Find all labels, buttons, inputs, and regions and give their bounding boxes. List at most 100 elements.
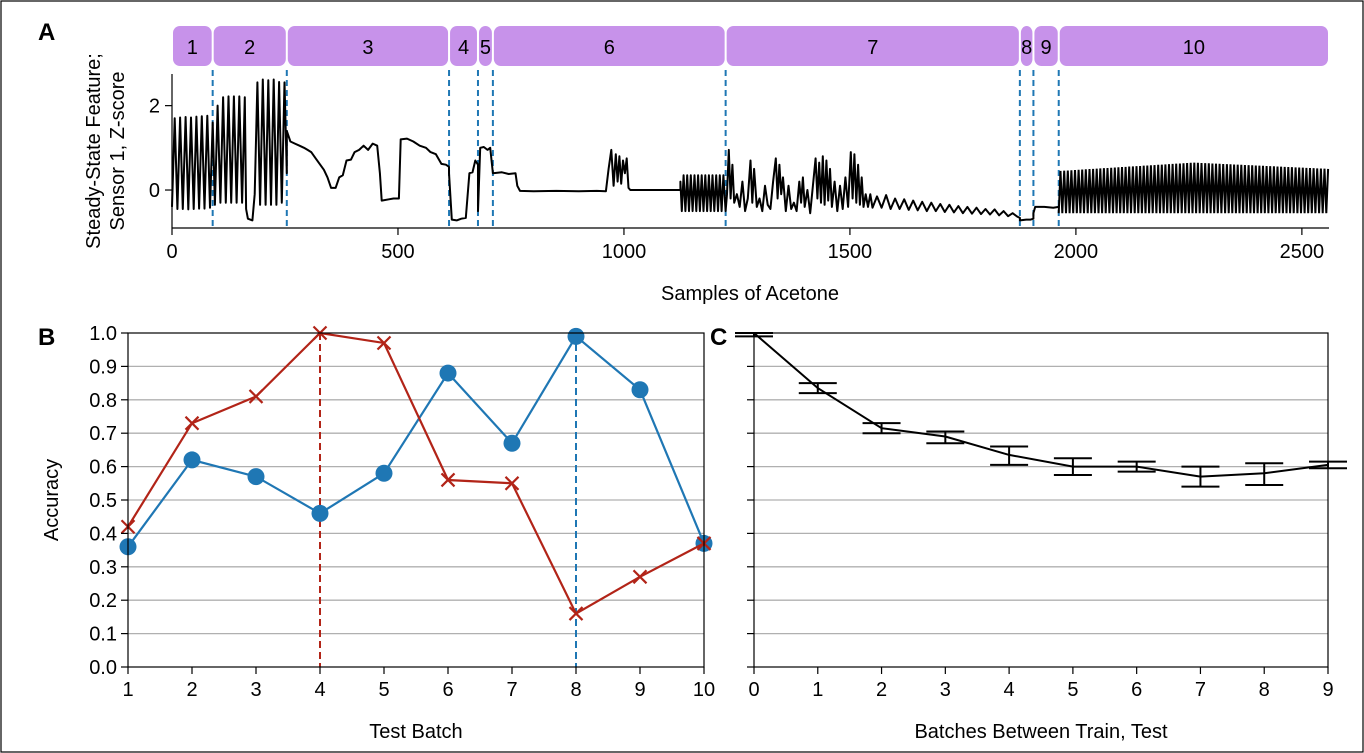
panel-a-y-label-line2: Sensor 1, Z-score bbox=[107, 72, 129, 231]
panel-b-y-ticks: 0.0 0.1 0.2 0.3 0.4 0.5 0.6 0.7 0.8 0.9 1.0 bbox=[89, 323, 128, 679]
batch-band-4 bbox=[450, 26, 477, 66]
panel-b-x-tick-label-8: 8 bbox=[570, 679, 581, 701]
series-1-point-2 bbox=[183, 451, 201, 469]
panel-c-x-tick-label-4: 4 bbox=[1004, 679, 1015, 701]
panel-c-y-ticks bbox=[747, 332, 754, 668]
panel-b-y-tick-label-5: 0.5 bbox=[89, 490, 117, 512]
panel-c-x-tick-label-3: 3 bbox=[940, 679, 951, 701]
batch-label-1: 1 bbox=[187, 37, 198, 59]
panel-b-y-tick-label-10: 1.0 bbox=[89, 323, 117, 345]
panel-a: A 1 2 3 4 5 6 7 8 9 10 0 500 1000 1500 2000 2500 02 Sa… bbox=[38, 19, 1330, 305]
batch-band-7 bbox=[726, 26, 1019, 66]
panel-b-x-label: Test Batch bbox=[369, 721, 462, 743]
panel-a-y-tick-label-0: 0 bbox=[149, 180, 160, 202]
series-2-point-3 bbox=[248, 389, 264, 404]
batch-label-5: 5 bbox=[480, 37, 491, 59]
panel-c-x-tick-label-8: 8 bbox=[1259, 679, 1270, 701]
panel-c-x-tick-label-7: 7 bbox=[1195, 679, 1206, 701]
panel-b-x-tick-label-9: 9 bbox=[634, 679, 645, 701]
batch-label-3: 3 bbox=[362, 37, 373, 59]
series-1-point-4 bbox=[311, 504, 329, 522]
series-2-point-2 bbox=[184, 415, 200, 431]
panel-a-y-label-line1: Steady-State Feature; bbox=[83, 53, 105, 249]
panel-a-y-tick-label-2: 2 bbox=[149, 96, 160, 118]
panel-b-x-tick-label-1: 1 bbox=[122, 679, 133, 701]
panel-b-y-label: Accuracy bbox=[41, 459, 63, 541]
series-1-point-6 bbox=[439, 364, 457, 382]
panel-c-letter: C bbox=[710, 324, 727, 351]
panel-c-x-tick-label-2: 2 bbox=[876, 679, 887, 701]
panel-c: C 0 1 2 3 4 5 6 7 8 9 Batches Between Train, Test bbox=[710, 324, 1347, 743]
panel-c-x-label: Batches Between Train, Test bbox=[914, 721, 1168, 743]
series-1-point-7 bbox=[503, 434, 521, 452]
panel-b-x-ticks: 1 2 3 4 5 6 7 8 9 10 bbox=[122, 667, 715, 701]
panel-c-x-ticks: 0 1 2 3 4 5 6 7 8 9 bbox=[748, 667, 1334, 701]
batch-label-4: 4 bbox=[458, 37, 469, 59]
panel-b-y-tick-label-7: 0.7 bbox=[89, 423, 117, 445]
panel-b: B 1 2 3 4 5 6 7 8 9 10 0.00.10.20.30.40.50.60.70.… bbox=[38, 323, 715, 743]
series-2-point-6 bbox=[440, 472, 456, 488]
batch-band-6 bbox=[493, 26, 725, 66]
batch-band-3 bbox=[287, 26, 449, 66]
batch-band-8 bbox=[1020, 26, 1033, 66]
panel-b-x-tick-label-3: 3 bbox=[250, 679, 261, 701]
panel-b-y-tick-label-8: 0.8 bbox=[89, 390, 117, 412]
batch-label-6: 6 bbox=[604, 37, 615, 59]
series-1-point-9 bbox=[631, 381, 649, 399]
series-2-point-8 bbox=[568, 606, 584, 621]
panel-b-x-tick-label-10: 10 bbox=[693, 679, 715, 701]
series-2-point-5 bbox=[376, 335, 392, 351]
panel-b-y-tick-label-3: 0.3 bbox=[89, 557, 117, 579]
panel-a-x-tick-label-2500: 2500 bbox=[1280, 241, 1325, 263]
panel-c-gridlines bbox=[754, 365, 1328, 635]
panel-a-x-tick-label-2000: 2000 bbox=[1054, 241, 1099, 263]
panel-c-mean-line bbox=[753, 332, 1329, 478]
panel-b-gridlines bbox=[128, 365, 704, 635]
panel-b-y-tick-label-4: 0.4 bbox=[89, 523, 117, 545]
batch-band-9 bbox=[1034, 26, 1058, 66]
panel-b-x-tick-label-5: 5 bbox=[378, 679, 389, 701]
panel-a-letter: A bbox=[38, 19, 55, 46]
panel-b-y-tick-label-0: 0.0 bbox=[89, 657, 117, 679]
batch-band-10 bbox=[1059, 26, 1328, 66]
batch-label-9: 9 bbox=[1041, 37, 1052, 59]
batch-label-10: 10 bbox=[1183, 37, 1205, 59]
panel-b-y-tick-label-9: 0.9 bbox=[89, 356, 117, 378]
batch-band-1 bbox=[173, 26, 212, 66]
series-1-point-8 bbox=[567, 327, 585, 345]
panel-a-x-ticks: 0 500 1000 1500 2000 2500 bbox=[166, 228, 1324, 263]
panel-a-x-tick-label-0: 0 bbox=[166, 241, 177, 263]
batch-label-8: 8 bbox=[1021, 37, 1032, 59]
batch-band-2 bbox=[213, 26, 286, 66]
series-line-2 bbox=[127, 331, 705, 616]
acetone-trace bbox=[171, 78, 1059, 222]
series-line-1 bbox=[127, 334, 706, 548]
panel-a-x-tick-label-500: 500 bbox=[381, 241, 414, 263]
batch-label-7: 7 bbox=[867, 37, 878, 59]
series-2-point-9 bbox=[632, 569, 648, 585]
panel-c-x-tick-label-6: 6 bbox=[1131, 679, 1142, 701]
panel-a-x-tick-label-1000: 1000 bbox=[602, 241, 647, 263]
panel-c-x-tick-label-5: 5 bbox=[1067, 679, 1078, 701]
panel-c-x-tick-label-0: 0 bbox=[748, 679, 759, 701]
panel-b-y-tick-label-2: 0.2 bbox=[89, 590, 117, 612]
panel-b-x-tick-label-6: 6 bbox=[442, 679, 453, 701]
panel-b-y-tick-label-6: 0.6 bbox=[89, 457, 117, 479]
series-2-point-7 bbox=[504, 476, 520, 491]
panel-a-x-label: Samples of Acetone bbox=[661, 283, 839, 305]
panel-b-x-tick-label-2: 2 bbox=[186, 679, 197, 701]
panel-a-x-tick-label-1500: 1500 bbox=[828, 241, 873, 263]
panel-b-letter: B bbox=[38, 324, 55, 351]
panel-b-y-tick-label-1: 0.1 bbox=[89, 624, 117, 646]
batch-label-2: 2 bbox=[244, 37, 255, 59]
acetone-trace-batch-10 bbox=[1057, 162, 1330, 214]
series-1-point-3 bbox=[247, 468, 265, 486]
panel-b-x-tick-label-7: 7 bbox=[506, 679, 517, 701]
panel-c-x-tick-label-9: 9 bbox=[1322, 679, 1333, 701]
batch-bands: 1 2 3 4 5 6 7 8 9 10 bbox=[173, 26, 1328, 66]
panel-c-x-tick-label-1: 1 bbox=[812, 679, 823, 701]
panel-a-y-ticks: 02 bbox=[149, 96, 172, 202]
series-1-point-5 bbox=[375, 464, 393, 482]
